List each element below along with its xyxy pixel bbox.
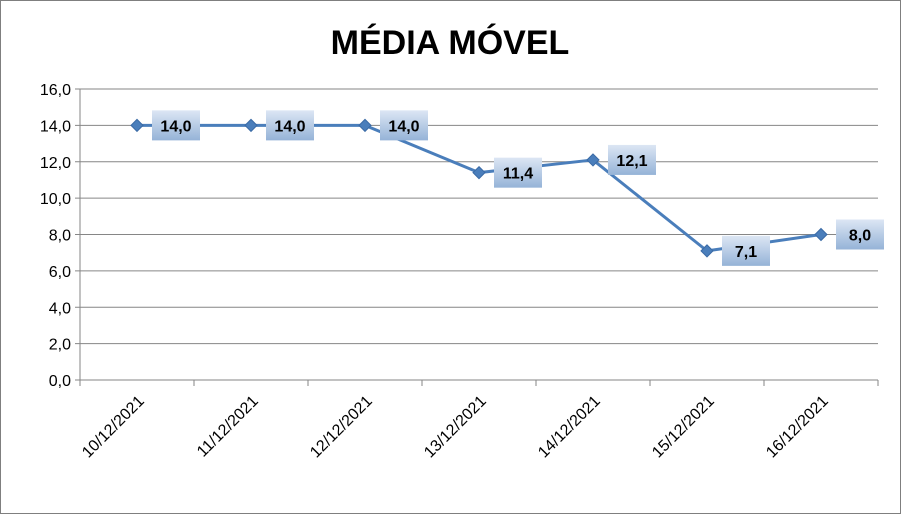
gridlines — [80, 88, 878, 345]
data-label-text: 12,1 — [616, 153, 647, 170]
data-point-marker — [586, 153, 600, 167]
y-tick-label: 12,0 — [40, 155, 71, 172]
data-label-background — [152, 110, 200, 141]
y-tick-label: 8,0 — [49, 228, 71, 245]
data-label: 11,4 — [494, 157, 542, 188]
data-label: 7,1 — [722, 235, 770, 266]
data-label-background — [836, 219, 884, 250]
x-axis-ticks: 10/12/2021 11/12/2021 12/12/2021 13/12/2021… — [79, 393, 832, 462]
y-tick-label: 10,0 — [40, 191, 71, 208]
y-tick-label: 14,0 — [40, 118, 71, 135]
y-tick-label: 6,0 — [49, 264, 71, 281]
y-axis-ticks: 0,0 2,0 4,0 6,0 8,0 10,0 12,0 14,0 16,0 — [40, 82, 71, 390]
data-label-background — [608, 144, 656, 175]
y-tick-label: 4,0 — [49, 300, 71, 317]
x-tick-label: 12/12/2021 — [307, 393, 376, 462]
series-line — [137, 123, 822, 253]
data-label-background — [266, 110, 314, 141]
data-labels: 14,0 14,0 14,0 11,4 12,1 7,1 8,0 — [152, 110, 884, 266]
chart-title: MÉDIA MÓVEL — [331, 24, 570, 62]
data-label: 12,1 — [608, 144, 656, 175]
data-label-background — [722, 235, 770, 266]
data-point-marker — [814, 227, 828, 242]
x-tick-label: 16/12/2021 — [763, 393, 832, 462]
data-point-marker — [130, 118, 144, 133]
data-label-text: 11,4 — [503, 166, 533, 183]
data-label: 8,0 — [836, 219, 884, 250]
data-point-marker — [244, 118, 258, 133]
data-label: 14,0 — [380, 110, 428, 141]
data-label-text: 7,1 — [735, 244, 757, 261]
y-tick-label: 2,0 — [49, 337, 71, 354]
data-label: 14,0 — [152, 110, 200, 141]
data-label-text: 14,0 — [388, 118, 419, 135]
data-point-marker — [358, 118, 372, 133]
data-label-text: 14,0 — [160, 118, 191, 135]
series-polyline — [137, 123, 822, 253]
axes — [75, 88, 879, 386]
x-tick-label: 13/12/2021 — [421, 393, 490, 462]
y-tick-label: 0,0 — [49, 373, 71, 390]
data-label: 14,0 — [266, 110, 314, 141]
x-tick-label: 15/12/2021 — [649, 393, 718, 462]
data-label-background — [494, 157, 542, 188]
x-tick-label: 11/12/2021 — [194, 393, 262, 461]
data-points — [130, 118, 828, 258]
data-label-text: 14,0 — [274, 118, 305, 135]
data-point-marker — [472, 165, 486, 180]
x-tick-label: 14/12/2021 — [535, 393, 604, 462]
y-tick-label: 16,0 — [40, 82, 71, 99]
x-tick-label: 10/12/2021 — [79, 393, 148, 462]
data-label-text: 8,0 — [849, 228, 871, 245]
data-label-background — [380, 110, 428, 141]
data-point-marker — [700, 244, 714, 258]
